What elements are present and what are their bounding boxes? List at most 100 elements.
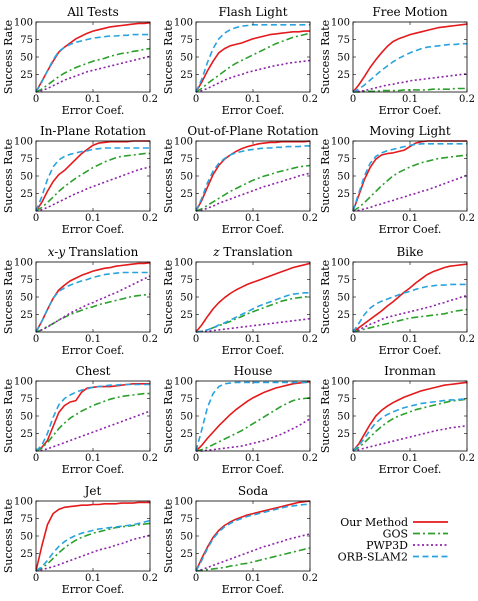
- series-line-orb-slam2: [35, 383, 150, 452]
- panel-title: Chest: [76, 364, 111, 378]
- panel-title: x-y Translation: [48, 245, 139, 259]
- plot-frame: [352, 21, 468, 93]
- series-line-gos: [352, 398, 468, 452]
- y-axis-label: Success Rate: [319, 260, 332, 334]
- x-tick-label: 0.2: [459, 334, 475, 345]
- series-line-pwp3d: [35, 534, 151, 572]
- x-tick-label: 0.1: [245, 94, 261, 105]
- series-line-gos: [35, 392, 150, 452]
- series-line-pwp3d: [35, 410, 151, 452]
- y-axis-label: Success Rate: [2, 260, 15, 334]
- series-line-our-method: [352, 263, 468, 333]
- legend-label: PWP3D: [366, 539, 408, 552]
- series-line-orb-slam2: [195, 291, 310, 333]
- plot-frame: [195, 500, 311, 572]
- y-tick-label: 25: [180, 429, 193, 440]
- x-tick-label: 0.2: [142, 94, 158, 105]
- plot-frame: [352, 380, 468, 452]
- y-tick-label: 25: [337, 70, 350, 81]
- x-tick-label: 0.1: [402, 334, 418, 345]
- y-tick-label: 75: [337, 154, 350, 165]
- y-axis-label: Success Rate: [319, 379, 332, 453]
- series-line-gos: [353, 87, 467, 93]
- x-tick-label: 0.1: [85, 334, 101, 345]
- panel-title: In-Plane Rotation: [40, 124, 146, 138]
- y-tick-label: 50: [20, 412, 33, 423]
- y-tick-label: 100: [14, 258, 33, 269]
- series-line-pwp3d: [35, 55, 151, 93]
- panel-title: Free Motion: [372, 5, 447, 19]
- x-axis-label: Error Coef.: [62, 583, 125, 596]
- y-tick-label: 25: [180, 310, 193, 321]
- y-tick-label: 25: [337, 189, 350, 200]
- x-tick-label: 0.1: [85, 213, 101, 224]
- series-line-orb-slam2: [35, 271, 150, 333]
- x-tick-label: 0.2: [302, 334, 318, 345]
- x-tick-label: 0.2: [459, 213, 475, 224]
- series-line-gos: [35, 47, 151, 93]
- y-tick-label: 75: [20, 275, 33, 286]
- series-line-gos: [35, 152, 150, 212]
- panel-flash-light: Flash Light 0 0.1 0.2 25 50 75 100 Error Coef. Su…: [162, 5, 318, 117]
- y-tick-label: 100: [174, 497, 193, 508]
- y-tick-label: 100: [331, 137, 350, 148]
- series-line-orb-slam2: [352, 398, 467, 452]
- y-tick-label: 75: [20, 35, 33, 46]
- plot-frame: [352, 140, 468, 212]
- y-tick-label: 75: [20, 154, 33, 165]
- y-tick-label: 25: [20, 429, 33, 440]
- panel-bike: Bike 0 0.1 0.2 25 50 75 100 Error Coef. Success R…: [319, 245, 475, 357]
- x-tick-label: 0.2: [459, 453, 475, 464]
- panel-x-y-translation: x-y Translation 0 0.1 0.2 25 50 75 100 Error Coe…: [2, 245, 158, 357]
- y-axis-label: Success Rate: [162, 139, 175, 213]
- series-line-gos: [352, 308, 468, 333]
- y-axis-label: Success Rate: [2, 20, 15, 94]
- panel-title: House: [234, 364, 273, 378]
- x-tick-label: 0.1: [245, 334, 261, 345]
- legend-label: GOS: [383, 528, 408, 541]
- y-tick-label: 25: [180, 70, 193, 81]
- panel-title: Flash Light: [218, 5, 287, 19]
- x-axis-label: Error Coef.: [62, 344, 125, 357]
- y-tick-label: 50: [337, 293, 350, 304]
- y-tick-label: 50: [337, 53, 350, 64]
- x-tick-label: 0: [193, 573, 199, 584]
- series-line-orb-slam2: [35, 33, 150, 93]
- series-line-pwp3d: [352, 174, 468, 212]
- series-line-orb-slam2: [352, 283, 467, 333]
- y-tick-label: 100: [174, 258, 193, 269]
- y-tick-label: 100: [174, 137, 193, 148]
- y-tick-label: 75: [337, 35, 350, 46]
- y-tick-label: 100: [14, 497, 33, 508]
- x-tick-label: 0: [350, 213, 356, 224]
- y-axis-label: Success Rate: [2, 139, 15, 213]
- panel-chest: Chest 0 0.1 0.2 25 50 75 100 Error Coef. Success …: [2, 364, 158, 476]
- x-tick-label: 0.2: [459, 94, 475, 105]
- x-tick-label: 0: [33, 94, 39, 105]
- y-axis-label: Success Rate: [2, 379, 15, 453]
- series-line-pwp3d: [35, 166, 151, 212]
- y-tick-label: 25: [20, 549, 33, 560]
- y-tick-label: 50: [20, 172, 33, 183]
- x-axis-label: Error Coef.: [379, 344, 442, 357]
- series-line-our-method: [195, 262, 311, 333]
- y-axis-label: Success Rate: [2, 499, 15, 573]
- panel-title: Ironman: [384, 364, 436, 378]
- x-tick-label: 0.1: [402, 213, 418, 224]
- series-line-pwp3d: [196, 418, 311, 452]
- panel-soda: Soda 0 0.1 0.2 25 50 75 100 Error Coef. Success R…: [162, 484, 318, 596]
- series-line-gos: [195, 295, 311, 333]
- x-tick-label: 0.1: [402, 453, 418, 464]
- panel-title: Out-of-Plane Rotation: [187, 124, 319, 138]
- x-tick-label: 0: [193, 213, 199, 224]
- y-axis-label: Success Rate: [162, 379, 175, 453]
- plot-frame: [35, 500, 151, 572]
- x-tick-label: 0.2: [302, 573, 318, 584]
- x-axis-label: Error Coef.: [379, 104, 442, 117]
- series-line-orb-slam2: [195, 23, 310, 93]
- y-tick-label: 25: [337, 429, 350, 440]
- y-tick-label: 75: [180, 514, 193, 525]
- x-tick-label: 0.2: [142, 453, 158, 464]
- x-tick-label: 0: [33, 334, 39, 345]
- series-line-our-method: [35, 501, 150, 572]
